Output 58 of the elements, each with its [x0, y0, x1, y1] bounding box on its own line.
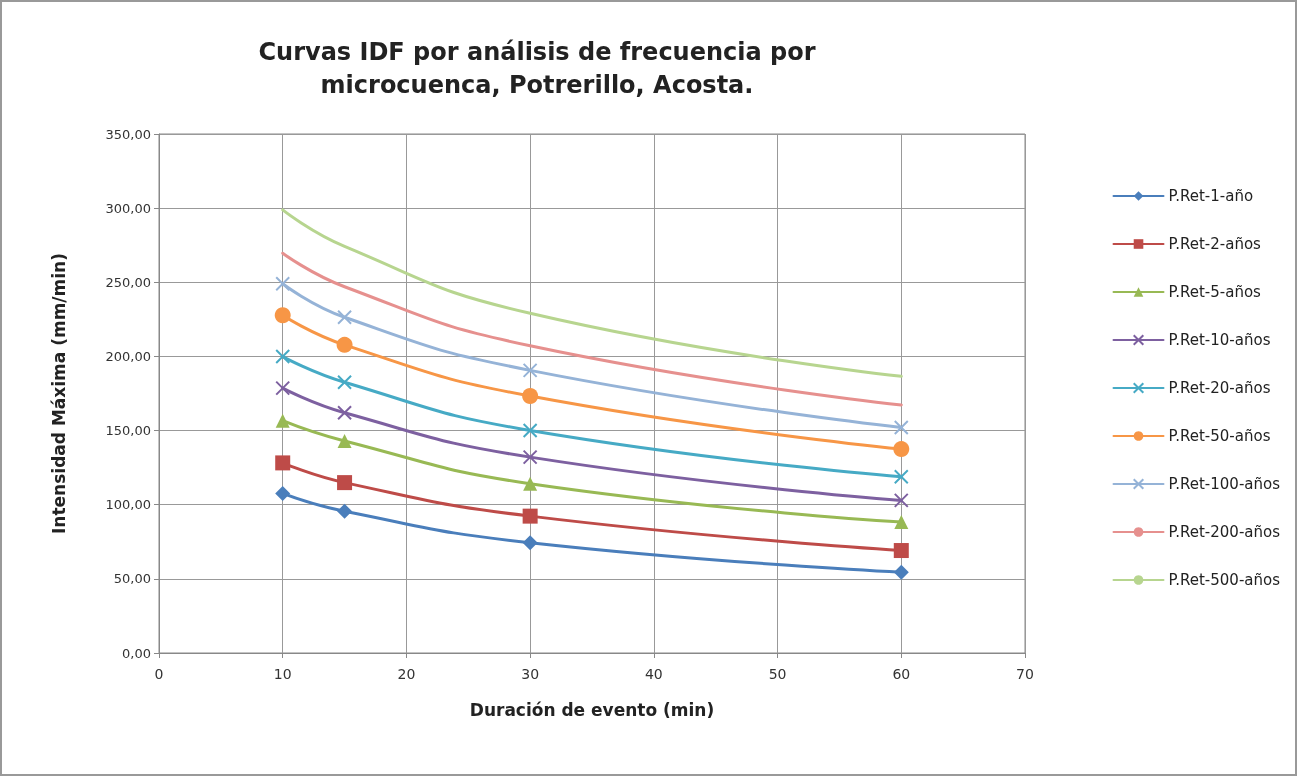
legend-label: P.Ret-10-años	[1168, 331, 1271, 349]
legend-label: P.Ret-5-años	[1168, 283, 1262, 301]
point	[893, 564, 909, 580]
point	[336, 336, 353, 353]
legend-label: P.Ret-2-años	[1168, 235, 1262, 253]
point	[522, 449, 538, 465]
point	[275, 349, 291, 365]
y-tick-label: 50,00	[113, 571, 151, 587]
legend-label: P.Ret-1-año	[1168, 187, 1254, 205]
point	[337, 309, 353, 325]
legend-label: P.Ret-100-años	[1168, 475, 1281, 493]
x-tick-label: 0	[154, 666, 164, 682]
y-tick-label: 300,00	[105, 200, 151, 216]
point	[522, 362, 538, 378]
y-tick-label: 200,00	[105, 348, 151, 364]
point	[893, 441, 910, 458]
point	[337, 405, 353, 421]
point	[894, 515, 909, 530]
legend-label: P.Ret-20-años	[1168, 379, 1271, 397]
y-tick-label: 350,00	[105, 126, 151, 142]
point	[274, 307, 291, 324]
point	[523, 476, 538, 491]
point	[337, 475, 353, 491]
line-series	[281, 251, 903, 407]
point	[275, 455, 291, 471]
y-tick-label: 100,00	[105, 497, 151, 513]
point	[893, 469, 909, 485]
y-tick-label: 0,00	[122, 645, 151, 661]
point	[337, 374, 353, 390]
point	[275, 485, 291, 501]
x-tick-label: 20	[397, 666, 416, 682]
line-series	[281, 208, 903, 378]
point	[275, 276, 291, 292]
chart-title: Curvas IDF por análisis de frecuencia por microcuenca, Potrerillo, Acosta.	[258, 37, 816, 99]
x-tick-label: 60	[892, 666, 911, 682]
point	[522, 388, 539, 405]
y-tick-label: 150,00	[105, 423, 151, 439]
x-tick-label: 10	[273, 666, 292, 682]
x-tick-label: 50	[768, 666, 787, 682]
point	[893, 492, 909, 508]
point	[893, 543, 909, 559]
point	[337, 503, 353, 519]
point	[275, 413, 290, 428]
point	[275, 380, 291, 396]
point	[522, 422, 538, 438]
x-tick-label: 40	[644, 666, 663, 682]
legend-label: P.Ret-200-años	[1168, 523, 1281, 541]
x-tick-label: 30	[521, 666, 540, 682]
y-axis-title: Intensidad Máxima (mm/min)	[48, 253, 69, 534]
point	[522, 535, 538, 551]
legend-label: P.Ret-500-años	[1168, 571, 1281, 589]
point	[337, 433, 352, 448]
point	[893, 419, 909, 435]
y-tick-label: 250,00	[105, 274, 151, 290]
x-tick-label: 70	[1016, 666, 1034, 682]
x-axis-title: Duración de evento (min)	[469, 699, 715, 720]
point	[522, 508, 538, 524]
legend-label: P.Ret-50-años	[1168, 427, 1271, 445]
